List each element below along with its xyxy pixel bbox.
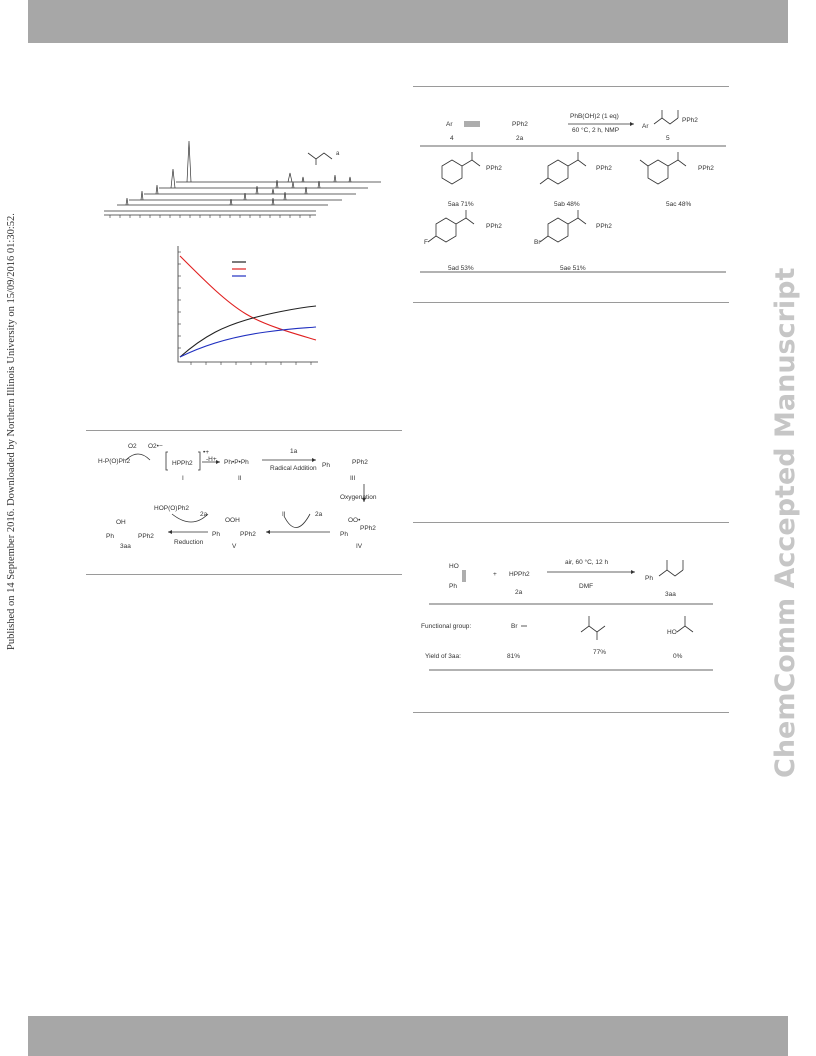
- svg-text:5: 5: [666, 135, 670, 142]
- svg-text:Ph: Ph: [322, 462, 330, 469]
- svg-text:OH: OH: [116, 519, 126, 526]
- svg-text:Ar: Ar: [446, 121, 453, 128]
- svg-text:O2: O2: [128, 443, 137, 450]
- svg-text:+: +: [493, 571, 497, 578]
- svg-text:V: V: [232, 543, 237, 550]
- svg-text:3aa: 3aa: [120, 543, 131, 550]
- svg-text:PPh2: PPh2: [240, 531, 256, 538]
- svg-text:3aa: 3aa: [665, 591, 676, 598]
- svg-text:81%: 81%: [507, 653, 520, 660]
- nmr-stacked-spectra: a: [104, 140, 381, 218]
- svg-text:Ph: Ph: [449, 583, 457, 590]
- publication-note: Published on 14 September 2016. Download…: [6, 213, 17, 650]
- svg-text:HPPh2: HPPh2: [509, 571, 530, 578]
- svg-text:HPPh2: HPPh2: [172, 460, 193, 467]
- svg-text:Ph: Ph: [340, 531, 348, 538]
- svg-text:5ac 48%: 5ac 48%: [666, 201, 692, 208]
- svg-text:III: III: [350, 475, 356, 482]
- svg-text:PPh2: PPh2: [360, 525, 376, 532]
- alkene-scheme: HO Ph + HPPh2 2a air, 60 °C, 12 h DMF Ph…: [421, 558, 713, 671]
- svg-text:PPh2: PPh2: [698, 165, 714, 172]
- alkyne-scheme-top-rule: [413, 86, 729, 87]
- svg-text:2a: 2a: [315, 511, 323, 518]
- mechanism-bottom-rule: [86, 574, 402, 575]
- svg-text:IV: IV: [356, 543, 363, 550]
- series-red: [179, 255, 317, 341]
- svg-text:Functional group:: Functional group:: [421, 623, 471, 630]
- svg-text:2a: 2a: [200, 511, 208, 518]
- svg-text:Radical Addition: Radical Addition: [270, 465, 317, 472]
- svg-text:HO: HO: [667, 629, 677, 636]
- alkyne-scheme-bottom-rule: [413, 302, 729, 303]
- svg-text:Ar: Ar: [642, 123, 649, 130]
- svg-text:-H+: -H+: [206, 456, 217, 463]
- svg-text:0%: 0%: [673, 653, 683, 660]
- alkyne-scheme: Ar 4 PPh2 2a PhB(OH)2 (1 eq) 60 °C, 2 h,…: [420, 110, 726, 273]
- accepted-manuscript-watermark: ChemComm Accepted Manuscript: [770, 267, 801, 778]
- alkene-scheme-top-rule: [413, 522, 729, 523]
- svg-text:F: F: [424, 239, 428, 246]
- svg-text:Br: Br: [511, 623, 518, 630]
- svg-text:DMF: DMF: [579, 583, 593, 590]
- svg-text:OOH: OOH: [225, 517, 240, 524]
- svg-text:•+: •+: [203, 449, 209, 456]
- svg-text:PPh2: PPh2: [596, 223, 612, 230]
- svg-text:1a: 1a: [290, 448, 298, 455]
- svg-text:PPh2: PPh2: [486, 165, 502, 172]
- svg-text:Yield of 3aa:: Yield of 3aa:: [425, 653, 461, 660]
- svg-text:2a: 2a: [515, 589, 523, 596]
- svg-text:PPh2: PPh2: [486, 223, 502, 230]
- svg-text:PPh2: PPh2: [512, 121, 528, 128]
- mechanism-top-rule: [86, 430, 402, 431]
- svg-text:PPh2: PPh2: [138, 533, 154, 540]
- svg-text:I: I: [182, 475, 184, 482]
- svg-text:Ph•P•Ph: Ph•P•Ph: [224, 459, 249, 466]
- svg-text:Br: Br: [534, 239, 541, 246]
- svg-text:5ab 48%: 5ab 48%: [554, 201, 580, 208]
- series-blue: [179, 326, 317, 358]
- alkene-scheme-bottom-rule: [413, 712, 729, 713]
- kinetics-plot: [177, 246, 318, 365]
- svg-text:5ad 53%: 5ad 53%: [448, 265, 474, 272]
- svg-text:HO: HO: [449, 563, 459, 570]
- footer-band: [28, 1016, 788, 1056]
- header-band: [28, 0, 788, 43]
- svg-text:PPh2: PPh2: [596, 165, 612, 172]
- series-black: [179, 305, 317, 358]
- svg-text:Oxygenation: Oxygenation: [340, 494, 377, 501]
- svg-text:4: 4: [450, 135, 454, 142]
- svg-text:a: a: [336, 151, 340, 157]
- svg-text:Ph: Ph: [212, 531, 220, 538]
- svg-text:Ph: Ph: [645, 575, 653, 582]
- svg-text:5ae 51%: 5ae 51%: [560, 265, 586, 272]
- mechanism-scheme: H-P(O)Ph2 O2 O2•− HPPh2 •+ I -H+ Ph•P•Ph…: [98, 443, 377, 550]
- svg-text:Ph: Ph: [106, 533, 114, 540]
- svg-text:HOP(O)Ph2: HOP(O)Ph2: [154, 505, 189, 512]
- svg-text:77%: 77%: [593, 649, 606, 656]
- svg-text:II: II: [238, 475, 242, 482]
- svg-text:PhB(OH)2 (1 eq): PhB(OH)2 (1 eq): [570, 113, 619, 120]
- svg-text:O2•−: O2•−: [148, 443, 163, 450]
- svg-text:H-P(O)Ph2: H-P(O)Ph2: [98, 458, 131, 465]
- svg-text:PPh2: PPh2: [352, 459, 368, 466]
- svg-text:OO•: OO•: [348, 517, 361, 524]
- svg-text:2a: 2a: [516, 135, 524, 142]
- svg-text:II: II: [282, 511, 286, 518]
- svg-text:Reduction: Reduction: [174, 539, 204, 546]
- svg-text:60 °C, 2 h, NMP: 60 °C, 2 h, NMP: [572, 126, 619, 134]
- svg-text:PPh2: PPh2: [682, 117, 698, 124]
- svg-text:air, 60 °C, 12 h: air, 60 °C, 12 h: [565, 558, 608, 566]
- svg-text:5aa 71%: 5aa 71%: [448, 201, 474, 208]
